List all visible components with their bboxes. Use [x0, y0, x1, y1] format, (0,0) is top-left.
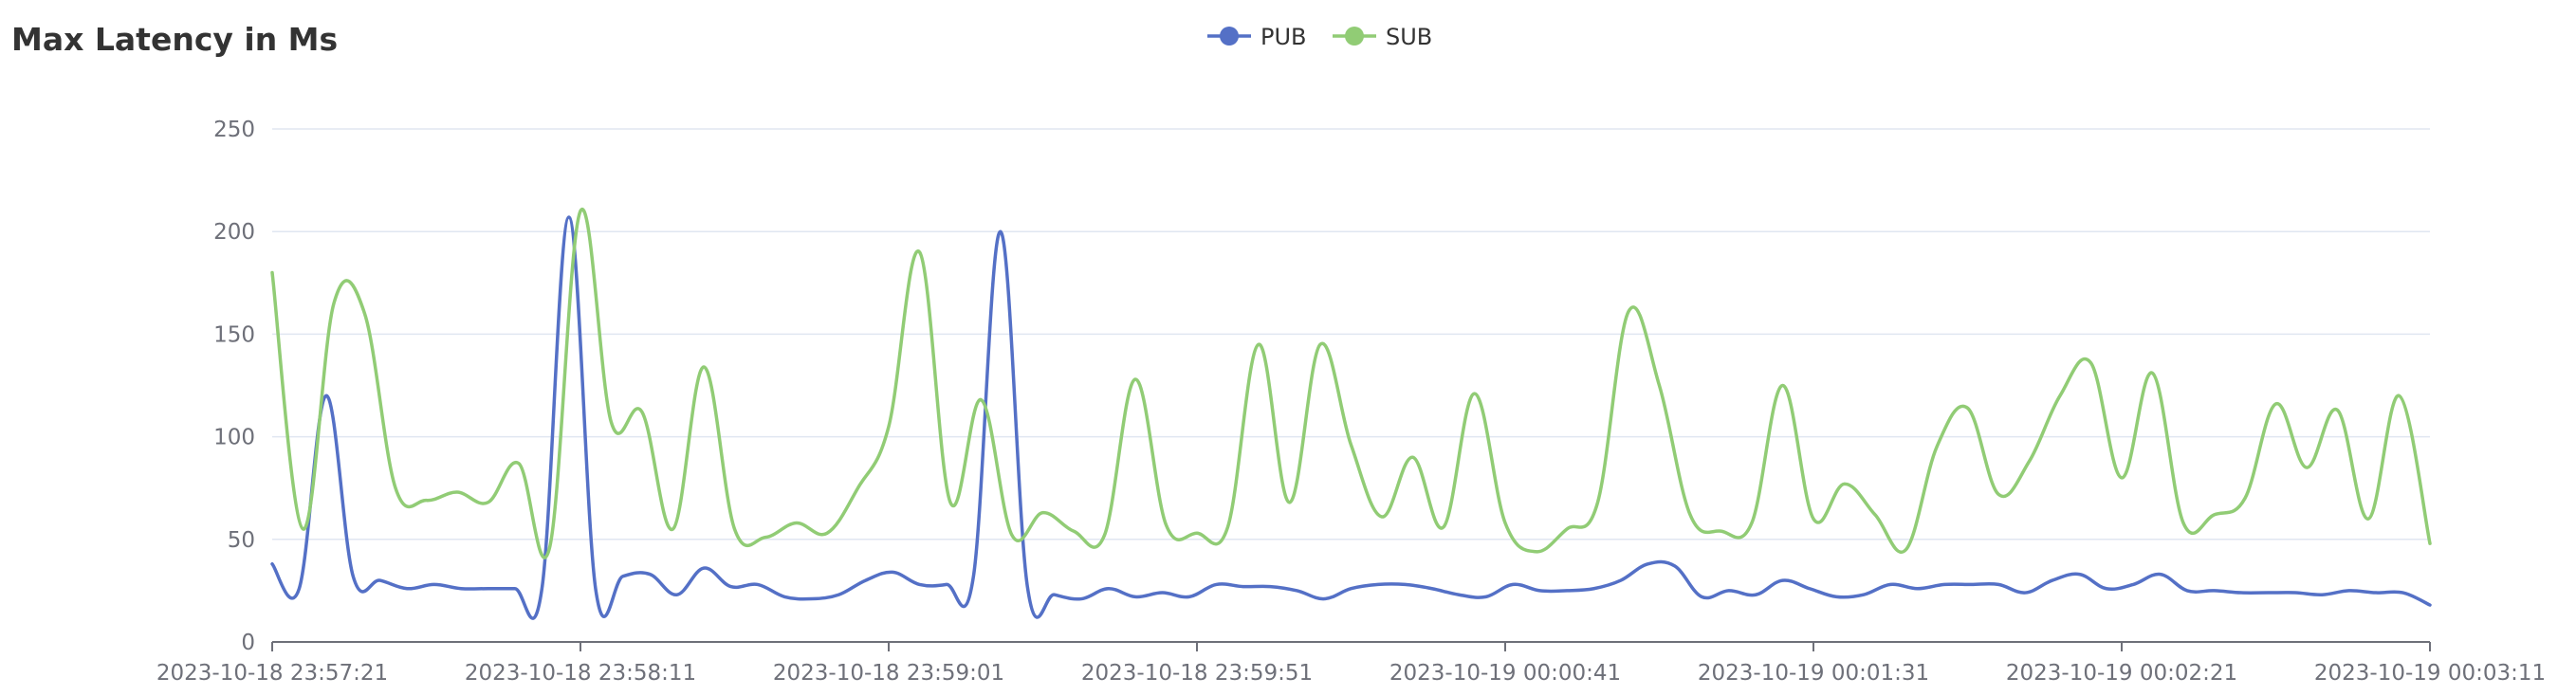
- legend-label: SUB: [1386, 24, 1432, 50]
- x-tick-label: 2023-10-19 00:03:11: [2314, 661, 2546, 686]
- x-tick-label: 2023-10-19 00:02:21: [2006, 661, 2237, 686]
- legend[interactable]: PUB SUB: [1207, 24, 1432, 50]
- x-tick-label: 2023-10-18 23:57:21: [156, 661, 388, 686]
- y-axis: 0 50 100 150 200 250: [213, 118, 255, 655]
- legend-marker-icon: [1345, 27, 1364, 46]
- grid-lines: [272, 128, 2430, 540]
- series-line-pub: [270, 215, 2432, 620]
- y-tick-label: 250: [213, 118, 255, 142]
- x-axis: 2023-10-18 23:57:21 2023-10-18 23:58:11 20…: [156, 641, 2546, 686]
- chart-title: Max Latency in Ms: [11, 21, 339, 58]
- x-tick-label: 2023-10-18 23:59:01: [773, 661, 1004, 686]
- y-tick-label: 50: [228, 528, 255, 553]
- legend-item-sub[interactable]: SUB: [1333, 24, 1432, 50]
- x-tick-label: 2023-10-18 23:59:51: [1081, 661, 1313, 686]
- x-tick-label: 2023-10-19 00:00:41: [1389, 661, 1621, 686]
- series-lines: [270, 207, 2432, 620]
- series-line-sub: [270, 207, 2432, 559]
- x-tick-label: 2023-10-18 23:58:11: [465, 661, 696, 686]
- legend-label: PUB: [1260, 24, 1307, 50]
- legend-item-pub[interactable]: PUB: [1207, 24, 1307, 50]
- legend-marker-icon: [1220, 27, 1239, 46]
- x-tick-label: 2023-10-19 00:01:31: [1698, 661, 1929, 686]
- y-tick-label: 200: [213, 220, 255, 245]
- y-tick-label: 150: [213, 322, 255, 347]
- y-tick-label: 0: [241, 631, 255, 655]
- y-tick-label: 100: [213, 426, 255, 450]
